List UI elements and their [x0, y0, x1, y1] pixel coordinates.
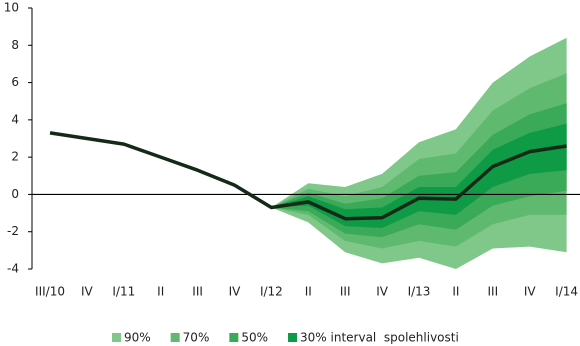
x-tick-label: II — [305, 285, 312, 299]
x-tick-label: II — [452, 285, 459, 299]
legend-swatch — [288, 333, 298, 342]
x-tick-label: III — [340, 285, 351, 299]
x-tick-label: I/11 — [112, 285, 135, 299]
legend-label: 70% — [183, 331, 210, 345]
y-tick-label: -2 — [7, 224, 19, 238]
x-tick-label: II — [157, 285, 164, 299]
x-tick-label: I/14 — [555, 285, 578, 299]
legend-swatch — [229, 333, 239, 342]
x-tick-label: III — [487, 285, 498, 299]
fan-band — [271, 103, 567, 238]
y-tick-label: 0 — [11, 187, 19, 201]
y-tick-label: 2 — [11, 150, 19, 164]
x-tick-label: I/13 — [408, 285, 431, 299]
x-tick-label: I/12 — [260, 285, 283, 299]
fan-band — [271, 123, 567, 228]
x-tick-label: IV — [376, 285, 389, 299]
legend-label: 50% — [241, 331, 268, 345]
x-tick-label: III/10 — [35, 285, 65, 299]
y-tick-label: -4 — [7, 262, 19, 276]
central-line — [49, 131, 567, 221]
legend-label: 30% interval spolehlivosti — [300, 331, 459, 345]
x-tick-label: IV — [524, 285, 537, 299]
x-tick-label: III — [192, 285, 203, 299]
legend-swatch — [170, 333, 180, 342]
legend-swatch — [112, 333, 121, 342]
x-tick-label: IV — [81, 285, 94, 299]
y-tick-label: 4 — [11, 112, 19, 126]
y-tick-label: 6 — [11, 75, 19, 89]
y-tick-label: 8 — [11, 38, 19, 52]
legend-label: 90% — [124, 331, 151, 345]
x-tick-label: IV — [229, 285, 242, 299]
y-tick-label: 10 — [4, 1, 19, 15]
